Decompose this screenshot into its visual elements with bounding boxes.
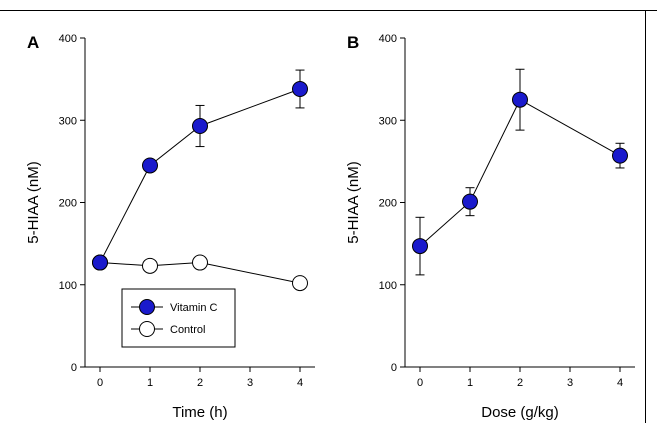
panel-label: B: [347, 33, 359, 52]
x-tick-label: 3: [567, 377, 573, 389]
data-point: [192, 254, 208, 271]
data-point: [192, 118, 208, 135]
x-tick-label: 1: [467, 377, 473, 389]
x-axis-title: Dose (g/kg): [481, 404, 559, 421]
y-axis-title: 5-HIAA (nM): [25, 161, 42, 244]
y-tick-label: 100: [379, 280, 397, 292]
data-point: [142, 157, 158, 174]
panel-a: A 0 100 200 300 400 0 1 2 3 4 Time (h) 5-HIAA (nM) Vi…: [25, 33, 315, 421]
y-tick-label: 200: [59, 198, 77, 210]
data-point: [612, 147, 628, 164]
legend-marker: [139, 299, 155, 315]
legend-label: Vitamin C: [170, 302, 218, 314]
y-tick-label: 400: [379, 33, 397, 45]
y-tick-label: 200: [379, 198, 397, 210]
x-tick-label: 4: [617, 377, 623, 389]
panel-b: B 0 100 200 300 400 0 1 2 3 4 Dose (g/kg) 5-HIAA (nM…: [345, 33, 635, 421]
panel-label: A: [27, 33, 39, 52]
y-tick-label: 0: [71, 362, 77, 374]
x-tick-label: 0: [97, 377, 103, 389]
series-line: [99, 88, 301, 263]
data-point: [292, 275, 308, 292]
data-point: [412, 238, 428, 255]
data-point: [142, 257, 158, 274]
series-line: [99, 261, 301, 284]
x-tick-label: 0: [417, 377, 423, 389]
y-tick-label: 0: [391, 362, 397, 374]
y-axis-title: 5-HIAA (nM): [345, 161, 362, 244]
data-point: [512, 91, 528, 108]
y-tick-label: 300: [59, 115, 77, 127]
x-axis-title: Time (h): [172, 404, 227, 421]
x-tick-label: 3: [247, 377, 253, 389]
x-tick-label: 2: [517, 377, 523, 389]
legend-box: [121, 288, 236, 348]
series-line: [419, 99, 621, 247]
x-tick-label: 4: [297, 377, 303, 389]
legend-label: Control: [170, 324, 205, 336]
y-tick-label: 400: [59, 33, 77, 45]
data-point: [92, 254, 108, 271]
x-tick-label: 1: [147, 377, 153, 389]
x-tick-label: 2: [197, 377, 203, 389]
y-tick-label: 100: [59, 280, 77, 292]
legend-marker: [139, 321, 155, 337]
data-point: [462, 193, 478, 210]
data-point: [292, 80, 308, 97]
y-tick-label: 300: [379, 115, 397, 127]
